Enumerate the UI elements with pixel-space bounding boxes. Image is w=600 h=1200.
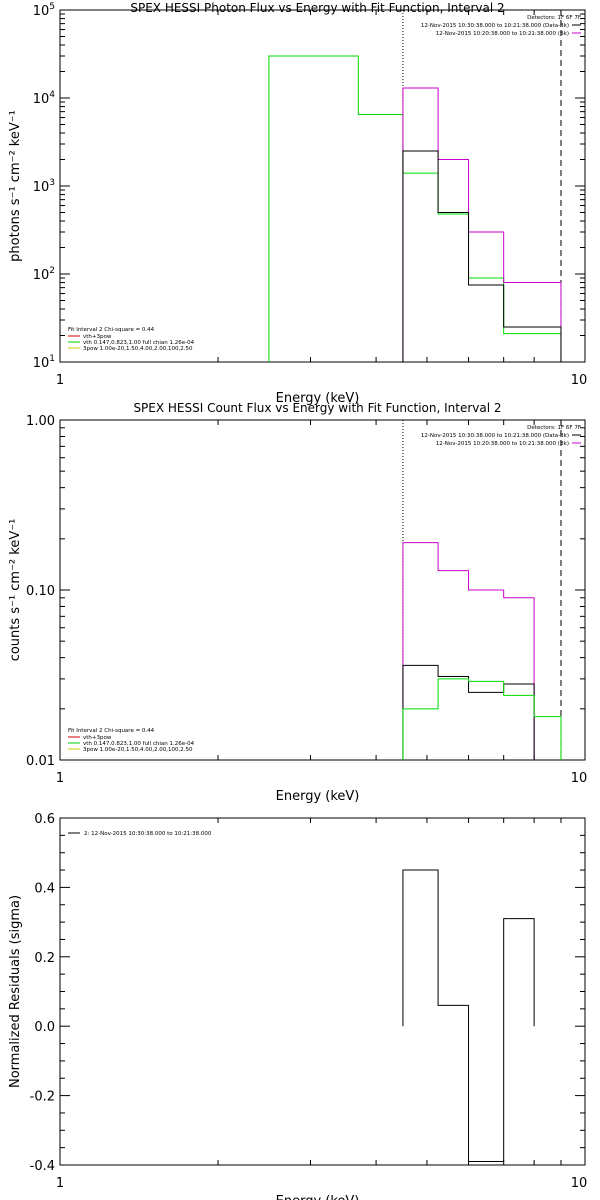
- y-axis-label: counts s⁻¹ cm⁻² keV⁻¹: [8, 519, 23, 662]
- legend-detectors: Detectors: 1F 6F 7F: [527, 425, 581, 431]
- y-tick-label: 0.0: [34, 1020, 55, 1035]
- series-group: [402, 869, 535, 1163]
- x-axis-label: Energy (keV): [276, 1194, 360, 1200]
- series-2-line: [402, 87, 562, 362]
- x-tick-label: 1: [56, 1176, 64, 1191]
- series-3-line: [402, 678, 562, 760]
- series-3-line: [402, 150, 562, 362]
- legend-entry: 3pow 1.00e-20,1.50,4.00,2.00,100,2.50: [83, 346, 193, 352]
- y-tick-label: 103: [33, 178, 55, 195]
- x-tick-label: 10: [571, 771, 588, 786]
- y-tick-label: 104: [33, 90, 56, 107]
- y-tick-exponent: 5: [49, 2, 55, 12]
- legend-entry: 3pow 1.00e-20,1.50,4.00,2.00,100,2.50: [83, 747, 193, 753]
- y-tick-exponent: 2: [49, 266, 55, 276]
- y-tick-base: 10: [33, 268, 50, 283]
- legend-entry: 12-Nov-2015 10:30:38.000 to 10:21:38.000…: [421, 23, 569, 29]
- plot-frame: [59, 9, 586, 363]
- y-tick-label: -0.4: [30, 1159, 55, 1174]
- x-axis-label: Energy (keV): [276, 391, 360, 406]
- y-axis-label: photons s⁻¹ cm⁻² keV⁻¹: [8, 110, 23, 262]
- y-tick-label: 101: [33, 354, 55, 371]
- y-tick-exponent: 1: [49, 354, 55, 364]
- series-group: [268, 55, 562, 362]
- y-tick-label: 0.6: [34, 812, 55, 827]
- y-tick-label: 0.4: [34, 881, 55, 896]
- legend-fit-header: Fit Interval 2 Chi-square = 0.44: [68, 327, 155, 333]
- legend-detectors: Detectors: 1F 6F 7F: [527, 15, 581, 21]
- legend-entry: vth 0.147,0.823,1.00 full chian 1.26e-04: [83, 741, 195, 747]
- legend-entry: 2: 12-Nov-2015 10:30:38.000 to 10:21:38.…: [84, 831, 212, 837]
- legend-fit-header: Fit Interval 2 Chi-square = 0.44: [68, 728, 155, 734]
- y-tick-exponent: 3: [49, 178, 55, 188]
- x-tick-label: 10: [571, 1176, 588, 1191]
- series-1-line: [402, 869, 535, 1163]
- legend-entry: 12-Nov-2015 10:20:38.000 to 10:21:38.000…: [436, 441, 569, 447]
- y-tick-label: 102: [33, 266, 55, 283]
- y-tick-base: 10: [33, 4, 50, 19]
- panel-3: 1 10 -0.4 -0.2 0.0 0.2 0.4 0.6 Energy (keV) Norma…: [8, 812, 587, 1200]
- panel-2: SPEX HESSI Count Flux vs Energy with Fit…: [8, 401, 587, 804]
- y-tick-base: 10: [33, 356, 50, 371]
- legend-entry: vth 0.147,0.823,1.00 full chian 1.26e-04: [83, 340, 195, 346]
- series-1-line: [268, 55, 562, 362]
- x-tick-label: 10: [571, 373, 588, 388]
- plot-frame: [59, 817, 586, 1166]
- y-tick-base: 10: [33, 180, 50, 195]
- panel-1: SPEX HESSI Photon Flux vs Energy with Fi…: [8, 1, 587, 406]
- y-axis-label: Normalized Residuals (sigma): [8, 895, 23, 1088]
- x-axis-label: Energy (keV): [276, 789, 360, 804]
- legend-entry: 12-Nov-2015 10:20:38.000 to 10:21:38.000…: [436, 31, 569, 37]
- y-tick-exponent: 4: [49, 90, 55, 100]
- series-group: [402, 542, 562, 760]
- y-tick-label: 1.00: [26, 414, 55, 429]
- legend-entry: vth+3pow: [83, 334, 112, 340]
- chart-title: SPEX HESSI Count Flux vs Energy with Fit…: [133, 401, 501, 415]
- series-1-line: [402, 542, 535, 760]
- chart-title: SPEX HESSI Photon Flux vs Energy with Fi…: [130, 1, 504, 15]
- legend-entry: 12-Nov-2015 10:30:38.000 to 10:21:38.000…: [421, 433, 569, 439]
- x-tick-label: 1: [56, 373, 64, 388]
- plot-frame: [59, 419, 586, 761]
- x-tick-label: 1: [56, 771, 64, 786]
- y-tick-label: -0.2: [30, 1090, 55, 1105]
- y-tick-label: 0.10: [26, 584, 55, 599]
- legend-entry: vth+3pow: [83, 735, 112, 741]
- y-tick-label: 0.01: [26, 754, 55, 769]
- series-2-line: [402, 664, 535, 760]
- y-tick-label: 0.2: [34, 951, 55, 966]
- y-tick-label: 105: [33, 2, 55, 19]
- y-tick-base: 10: [33, 92, 50, 107]
